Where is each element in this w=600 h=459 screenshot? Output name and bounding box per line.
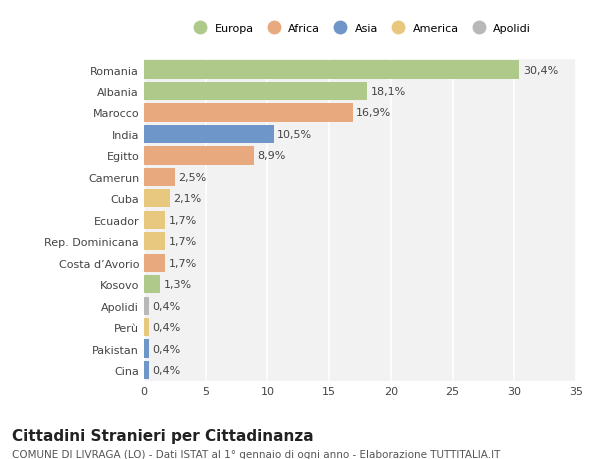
Bar [144,168,175,186]
Bar [144,275,160,294]
Bar [144,254,165,272]
Text: 1,3%: 1,3% [164,280,192,290]
Text: 2,1%: 2,1% [173,194,202,204]
Bar [144,297,149,315]
Bar [144,61,519,79]
Bar [144,125,274,144]
Bar [144,233,165,251]
Text: 10,5%: 10,5% [277,129,313,140]
Text: 0,4%: 0,4% [152,344,181,354]
Text: 8,9%: 8,9% [257,151,286,161]
Text: 18,1%: 18,1% [371,87,406,97]
Text: 1,7%: 1,7% [169,237,197,247]
Text: 0,4%: 0,4% [152,365,181,375]
Text: COMUNE DI LIVRAGA (LO) - Dati ISTAT al 1° gennaio di ogni anno - Elaborazione TU: COMUNE DI LIVRAGA (LO) - Dati ISTAT al 1… [12,449,500,459]
Bar [144,147,254,165]
Bar [144,340,149,358]
Bar [144,104,353,122]
Text: 0,4%: 0,4% [152,322,181,332]
Text: 1,7%: 1,7% [169,215,197,225]
Legend: Europa, Africa, Asia, America, Apolidi: Europa, Africa, Asia, America, Apolidi [186,20,534,37]
Bar [144,361,149,379]
Bar [144,190,170,208]
Text: 1,7%: 1,7% [169,258,197,268]
Text: Cittadini Stranieri per Cittadinanza: Cittadini Stranieri per Cittadinanza [12,428,314,443]
Text: 30,4%: 30,4% [523,65,558,75]
Text: 2,5%: 2,5% [179,173,207,183]
Bar [144,211,165,230]
Text: 0,4%: 0,4% [152,301,181,311]
Text: 16,9%: 16,9% [356,108,392,118]
Bar [144,83,367,101]
Bar [144,318,149,336]
